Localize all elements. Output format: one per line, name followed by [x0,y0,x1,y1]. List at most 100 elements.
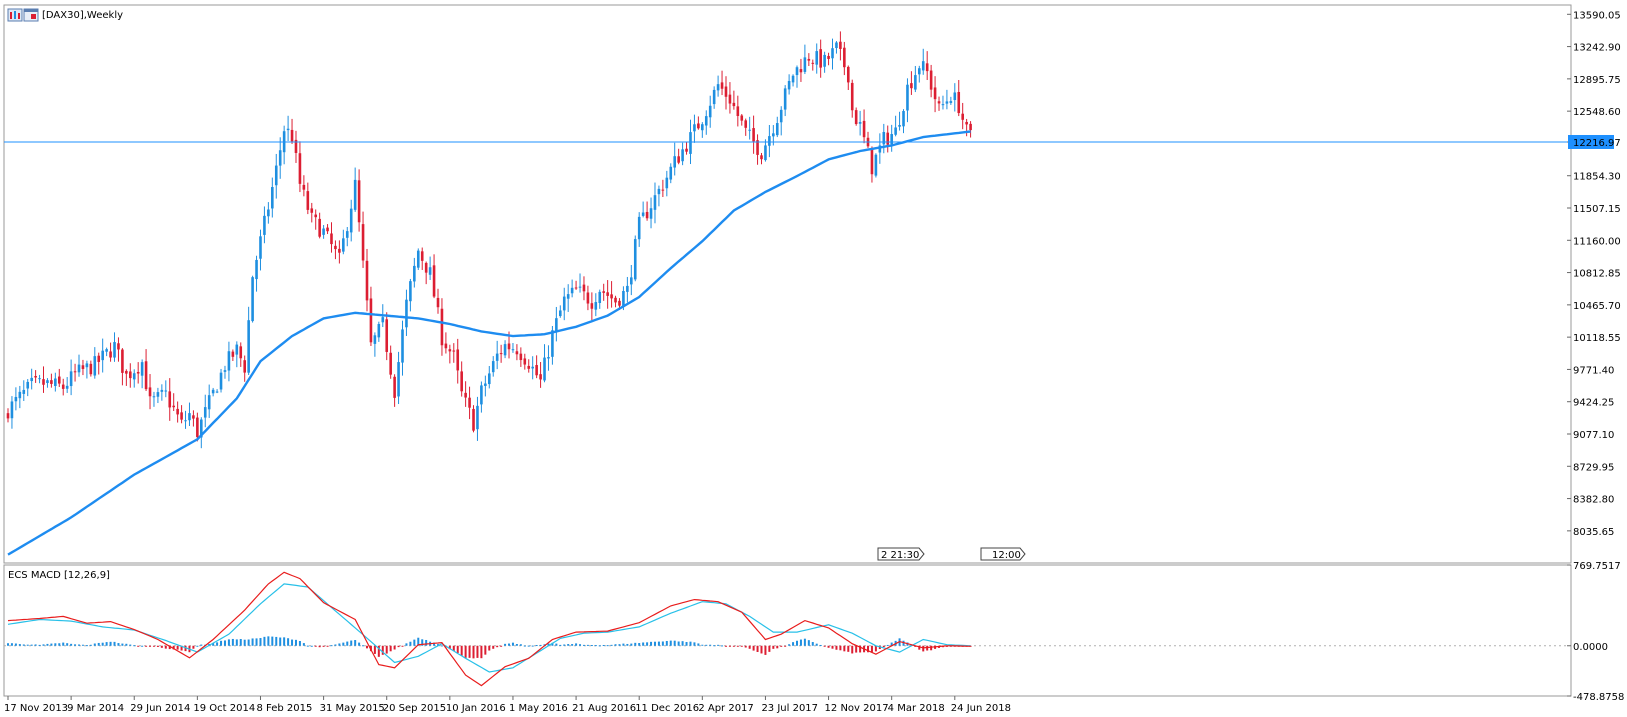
candle-body [839,41,842,49]
macd-histogram-bar [870,645,873,652]
candle-body [267,209,270,217]
macd-histogram-bar [425,639,428,646]
candle [385,312,389,361]
candle-body [416,250,420,268]
candle [756,134,759,165]
candle-body [219,372,223,390]
macd-histogram-bar [594,645,597,647]
candle [831,38,834,70]
price-tag-box [1568,134,1614,149]
macd-histogram-bar [602,644,605,646]
chart-icon[interactable] [7,8,23,22]
macd-histogram-bar [81,644,84,646]
candle-body [606,292,609,296]
candle-body [65,385,69,389]
candle [787,74,791,95]
macd-histogram-bar [835,645,838,650]
macd-histogram-bar [874,645,877,652]
candle-body [484,383,487,386]
candle [14,387,18,411]
candle [768,125,771,158]
candle-body [846,66,850,83]
macd-histogram-bar [373,645,376,654]
candle-body [452,350,456,352]
macd-histogram-bar [728,645,731,647]
candle-body [274,165,278,186]
candle [18,385,22,409]
candle [243,355,246,382]
window-icon[interactable] [23,8,39,22]
candle [874,153,878,178]
macd-histogram-bar [504,643,507,646]
time-tick: 8 Feb 2015 [256,696,312,714]
macd-histogram-bar [279,637,282,646]
candle [334,240,337,260]
candle [732,90,736,110]
candle [267,202,270,224]
candle-body [779,109,783,123]
macd-histogram-bar [433,642,436,646]
candle [527,359,531,373]
candle [491,356,495,377]
candle-body [54,378,57,386]
candle [409,278,412,312]
candle [413,257,416,288]
macd-histogram-bar [133,645,136,647]
macd-histogram-bar [54,643,57,646]
candle-body [720,82,724,89]
candle-body [681,149,684,162]
macd-histogram-bar [97,642,100,646]
candle [57,368,61,387]
candle-body [243,360,246,373]
candle-body [933,87,937,100]
candle-body [862,120,866,138]
candle-body [854,110,858,125]
candle [405,289,408,336]
candle [890,124,893,152]
candle-body [787,80,791,90]
macd-histogram-bar [271,636,274,646]
macd-histogram-bar [377,645,380,657]
candle-body [330,233,333,245]
candle-body [724,86,728,97]
candle [653,182,657,224]
macd-histogram-bar [630,643,633,646]
moving-average-line [7,130,971,556]
candle [369,286,373,346]
candle-body [10,401,14,419]
candle [539,362,542,388]
price-panel[interactable]: 13590.05 13242.90 12895.75 12548.60 12216.97… [3,4,1621,564]
macd-panel[interactable]: 769.7517 0.0000 -478.8758 ECS MACD [12,26,… [3,561,1624,703]
price-tick-label: 13590.05 [1573,10,1621,21]
macd-histogram-bar [555,643,558,646]
candle [26,379,30,397]
macd-histogram-bar [669,640,672,646]
candle-body [685,148,688,152]
candle-body [203,407,207,418]
macd-histogram-bar [342,642,345,646]
macd-histogram-bar [231,638,234,646]
candle [247,306,250,375]
candle [345,227,349,247]
candle [338,240,341,264]
candle [128,363,132,388]
macd-histogram-bar [409,641,412,646]
price-tick-label: 9771.40 [1573,365,1614,376]
macd-histogram-bar [776,645,779,649]
macd-histogram-bar [721,645,724,647]
candle-body [152,396,156,398]
candle [965,118,968,137]
candle-body [910,83,913,89]
candle [231,349,235,361]
candle [156,387,160,404]
candle-body [50,380,53,384]
price-tick: 13242.90 [1567,43,1621,54]
macd-histogram-bar [421,639,424,646]
macd-histogram-bar [164,645,167,649]
macd-histogram-bar [141,645,144,647]
candle [693,114,696,143]
macd-histogram-bar [334,644,337,646]
macd-histogram-bar [322,645,325,647]
candle-body [551,330,554,357]
